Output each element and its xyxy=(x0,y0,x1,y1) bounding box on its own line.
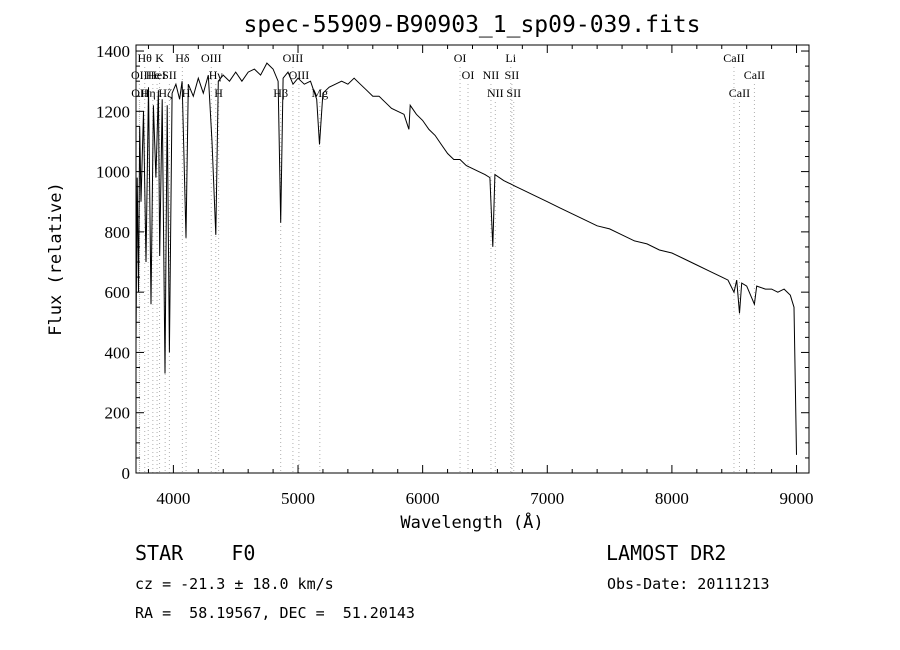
y-axis-label: Flux (relative) xyxy=(46,182,66,336)
line-label-14: Hβ xyxy=(273,86,288,100)
line-label-25: CaII xyxy=(723,51,744,65)
line-label-12: Hγ xyxy=(209,68,224,82)
x-tick-label-7000: 7000 xyxy=(530,489,564,508)
line-label-16: OIII xyxy=(289,68,310,82)
line-label-22: Li xyxy=(505,51,516,65)
line-label-21: NII xyxy=(487,86,504,100)
line-label-4: He xyxy=(146,68,160,82)
y-tick-label-0: 0 xyxy=(122,464,131,483)
x-tick-label-6000: 6000 xyxy=(406,489,440,508)
spectrum-line xyxy=(135,62,797,455)
obs-date: Obs-Date: 20111213 xyxy=(607,575,770,593)
line-label-26: CaII xyxy=(729,86,750,100)
y-tick-label-1000: 1000 xyxy=(96,163,130,182)
line-label-27: CaII xyxy=(744,68,765,82)
spectral-line-markers xyxy=(138,67,755,473)
chart-title: spec-55909-B90903_1_sp09-039.fits xyxy=(244,12,701,38)
line-label-0: OII xyxy=(131,68,148,82)
x-axis-label: Wavelength (Å) xyxy=(400,511,543,533)
ra-dec: RA = 58.19567, DEC = 51.20143 xyxy=(135,604,415,622)
y-tick-label-200: 200 xyxy=(105,404,131,423)
x-tick-label-4000: 4000 xyxy=(156,489,190,508)
line-label-17: Mg xyxy=(311,86,328,100)
line-label-19: OI xyxy=(462,68,475,82)
line-label-10: H xyxy=(182,86,191,100)
x-axis: 4000 5000 6000 7000 8000 9000 xyxy=(147,45,814,508)
x-tick-label-5000: 5000 xyxy=(281,489,315,508)
line-label-20: NII xyxy=(483,68,500,82)
y-tick-label-1200: 1200 xyxy=(96,102,130,121)
plot-frame xyxy=(135,44,810,474)
line-label-6: K xyxy=(155,51,164,65)
line-label-7: Hζ xyxy=(158,86,172,100)
line-label-9: Hδ xyxy=(175,51,190,65)
line-label-5: HeI xyxy=(148,68,166,82)
line-label-15: OIII xyxy=(283,51,304,65)
y-tick-label-400: 400 xyxy=(105,343,131,362)
line-label-2: Hθ xyxy=(138,51,153,65)
y-axis: 0 200 400 600 800 1000 1200 1400 xyxy=(96,42,809,483)
line-label-23: SII xyxy=(505,68,520,82)
x-tick-label-8000: 8000 xyxy=(655,489,689,508)
line-label-8: SII xyxy=(162,68,177,82)
line-label-11: OIII xyxy=(201,51,222,65)
line-label-24: SII xyxy=(506,86,521,100)
line-label-13: H xyxy=(214,86,223,100)
line-label-18: OI xyxy=(454,51,467,65)
y-tick-label-800: 800 xyxy=(105,223,131,242)
y-tick-label-1400: 1400 xyxy=(96,42,130,61)
redshift-cz: cz = -21.3 ± 18.0 km/s xyxy=(135,575,334,593)
survey-name: LAMOST DR2 xyxy=(606,541,727,565)
y-tick-label-600: 600 xyxy=(105,283,131,302)
line-label-1: OII xyxy=(131,86,148,100)
x-tick-label-9000: 9000 xyxy=(780,489,814,508)
object-class: STAR F0 xyxy=(135,541,256,565)
